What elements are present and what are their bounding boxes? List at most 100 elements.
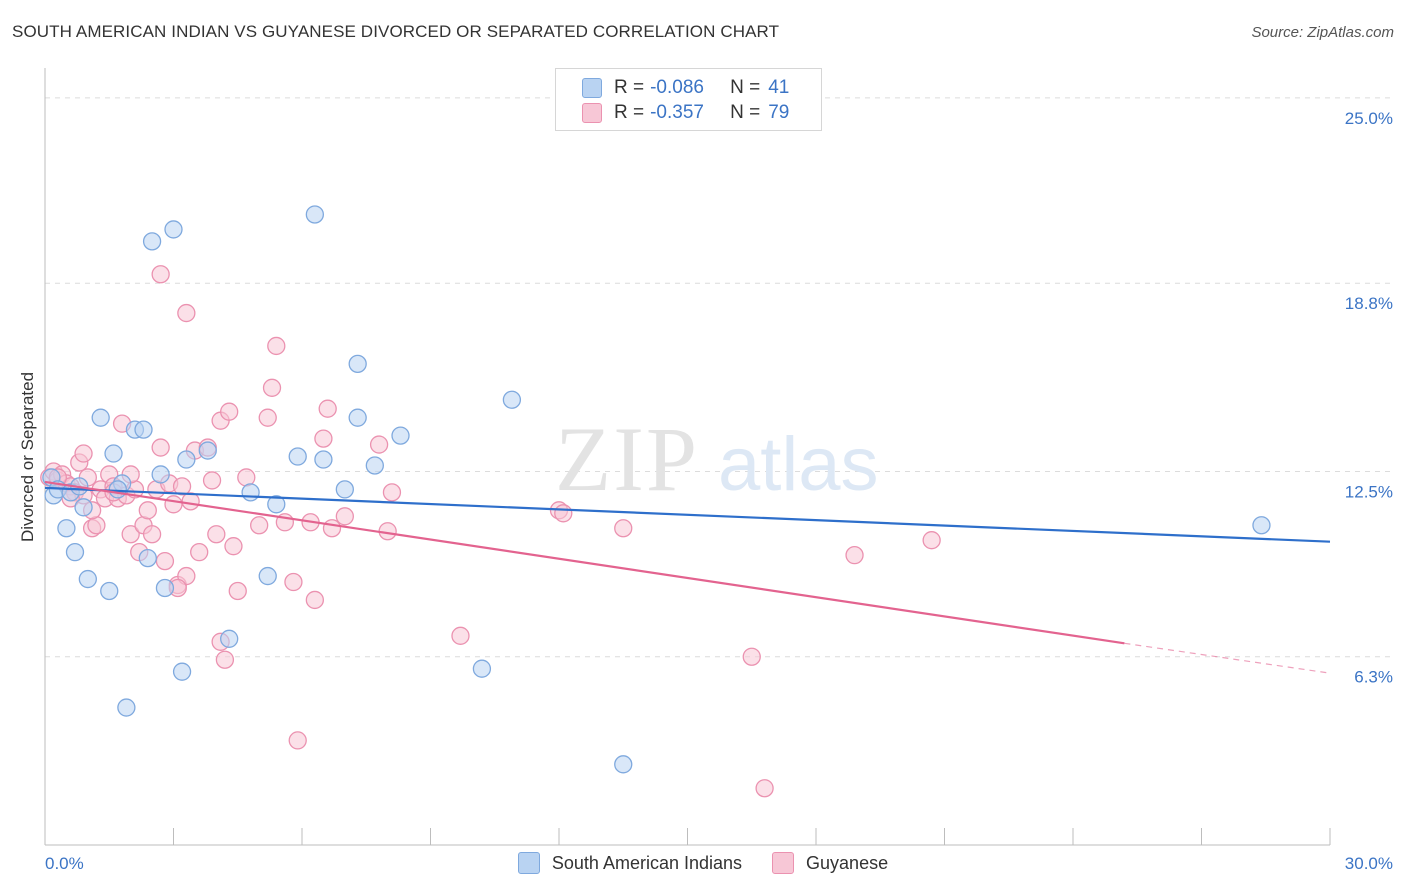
x-tick-label-min: 0.0%	[45, 854, 84, 873]
watermark-atlas: atlas	[718, 422, 879, 507]
south-american-indians-point	[348, 354, 367, 374]
guyanese-point	[228, 581, 247, 601]
south-american-indians-point	[155, 578, 175, 598]
south-american-indians-point	[258, 566, 277, 586]
south-american-indians-point	[108, 480, 127, 499]
south-american-indians-point	[78, 569, 97, 589]
watermark: ZIP atlas	[555, 408, 879, 510]
south-american-indians-point	[57, 519, 76, 538]
guyanese-point	[258, 408, 277, 427]
south-american-indians-point	[288, 447, 307, 466]
series-swatch-pink	[772, 852, 795, 874]
series-legend-label: Guyanese	[806, 852, 889, 873]
series-swatch-blue	[517, 852, 540, 874]
south-american-indians-point	[198, 441, 217, 460]
south-american-indians-point	[502, 390, 522, 409]
grid-layer	[45, 97, 1395, 658]
chart-source: Source: ZipAtlas.com	[1251, 24, 1394, 41]
guyanese-point	[177, 303, 196, 323]
south-american-indians-point	[614, 755, 633, 774]
guyanese-point	[190, 542, 209, 562]
south-american-indians-point	[314, 450, 333, 469]
guyanese-point	[451, 626, 470, 645]
south-american-indians-point	[241, 483, 260, 502]
guyanese-point	[755, 779, 774, 798]
south-american-indians-point	[365, 456, 384, 475]
guyanese-point	[318, 399, 337, 418]
south-american-indians-point	[104, 444, 123, 463]
guyanese-point	[382, 483, 402, 502]
legend-n-value: 41	[768, 77, 790, 98]
south-american-indians-point	[151, 465, 170, 484]
legend-r-label: R =	[614, 77, 645, 98]
guyanese-point	[922, 531, 941, 550]
guyanese-point	[262, 378, 282, 397]
guyanese-point	[172, 477, 192, 496]
guyanese-point	[74, 444, 93, 463]
y-axis-label: Divorced or Separated	[18, 372, 37, 542]
south-american-indians-point	[134, 420, 153, 439]
watermark-zip: ZIP	[555, 408, 699, 510]
y-tick-label: 12.5%	[1345, 482, 1393, 501]
guyanese-points	[40, 265, 941, 798]
guyanese-point	[138, 501, 157, 520]
south-american-indians-point	[138, 548, 157, 568]
legend-row-guyanese: R = -0.357 N = 79	[582, 101, 789, 125]
legend-r-value: -0.086	[650, 77, 704, 98]
south-american-indians-point	[100, 581, 119, 601]
guyanese-point	[224, 537, 243, 556]
guyanese-point	[845, 545, 864, 565]
legend-swatch-blue	[582, 78, 602, 98]
south-american-indians-point	[164, 220, 183, 239]
guyanese-point	[250, 516, 269, 535]
series-legend-label: South American Indians	[551, 852, 743, 873]
south-american-indians-point	[472, 659, 492, 678]
south-american-indians-point	[1252, 516, 1271, 535]
guyanese-point	[267, 336, 286, 356]
south-american-indians-point	[348, 408, 367, 427]
south-american-indians-trendline	[44, 486, 1331, 543]
guyanese-point	[305, 590, 325, 610]
south-american-indians-point	[267, 495, 286, 514]
guyanese-point	[164, 495, 183, 514]
legend-r-label: R =	[614, 102, 645, 123]
guyanese-point	[314, 429, 333, 448]
guyanese-point	[181, 492, 200, 511]
correlation-legend: R = -0.086 N = 41 R = -0.357 N = 79	[555, 68, 822, 131]
legend-n-value: 79	[768, 102, 790, 123]
y-tick-label: 6.3%	[1354, 668, 1393, 687]
south-american-indians-point	[65, 542, 85, 562]
series-legend: South American Indians Guyanese	[0, 852, 1406, 874]
series-legend-item-guyanese[interactable]: Guyanese	[772, 852, 888, 874]
guyanese-trendline-extrapolated	[1124, 642, 1331, 674]
chart-title: SOUTH AMERICAN INDIAN VS GUYANESE DIVORC…	[12, 22, 780, 41]
south-american-indians-point	[220, 629, 239, 648]
guyanese-point	[202, 471, 222, 490]
south-american-indians-point	[335, 480, 354, 499]
guyanese-point	[215, 650, 235, 669]
south-american-indians-points	[42, 205, 1271, 774]
south-american-indians-point	[391, 426, 410, 445]
guyanese-point	[220, 402, 239, 421]
guyanese-point	[742, 647, 761, 666]
guyanese-point	[614, 519, 633, 538]
legend-row-south-american-indians: R = -0.086 N = 41	[582, 76, 789, 100]
guyanese-point	[207, 525, 226, 544]
guyanese-point	[151, 438, 170, 457]
guyanese-point	[288, 731, 307, 750]
guyanese-point	[369, 435, 389, 454]
tick-layer: 6.3% 12.5% 18.8% 25.0% 0.0% 30.0%	[44, 109, 1393, 873]
guyanese-point	[155, 551, 175, 571]
guyanese-point	[284, 572, 303, 592]
y-tick-label: 25.0%	[1345, 109, 1393, 128]
south-american-indians-point	[74, 498, 93, 517]
guyanese-point	[121, 525, 140, 544]
series-legend-item-south-american-indians[interactable]: South American Indians	[517, 852, 743, 874]
y-tick-label: 18.8%	[1345, 294, 1393, 313]
guyanese-trendline	[44, 480, 1125, 645]
trend-layer	[44, 480, 1331, 674]
south-american-indians-point	[117, 698, 136, 717]
legend-swatch-pink	[582, 103, 602, 123]
guyanese-point	[335, 507, 354, 526]
